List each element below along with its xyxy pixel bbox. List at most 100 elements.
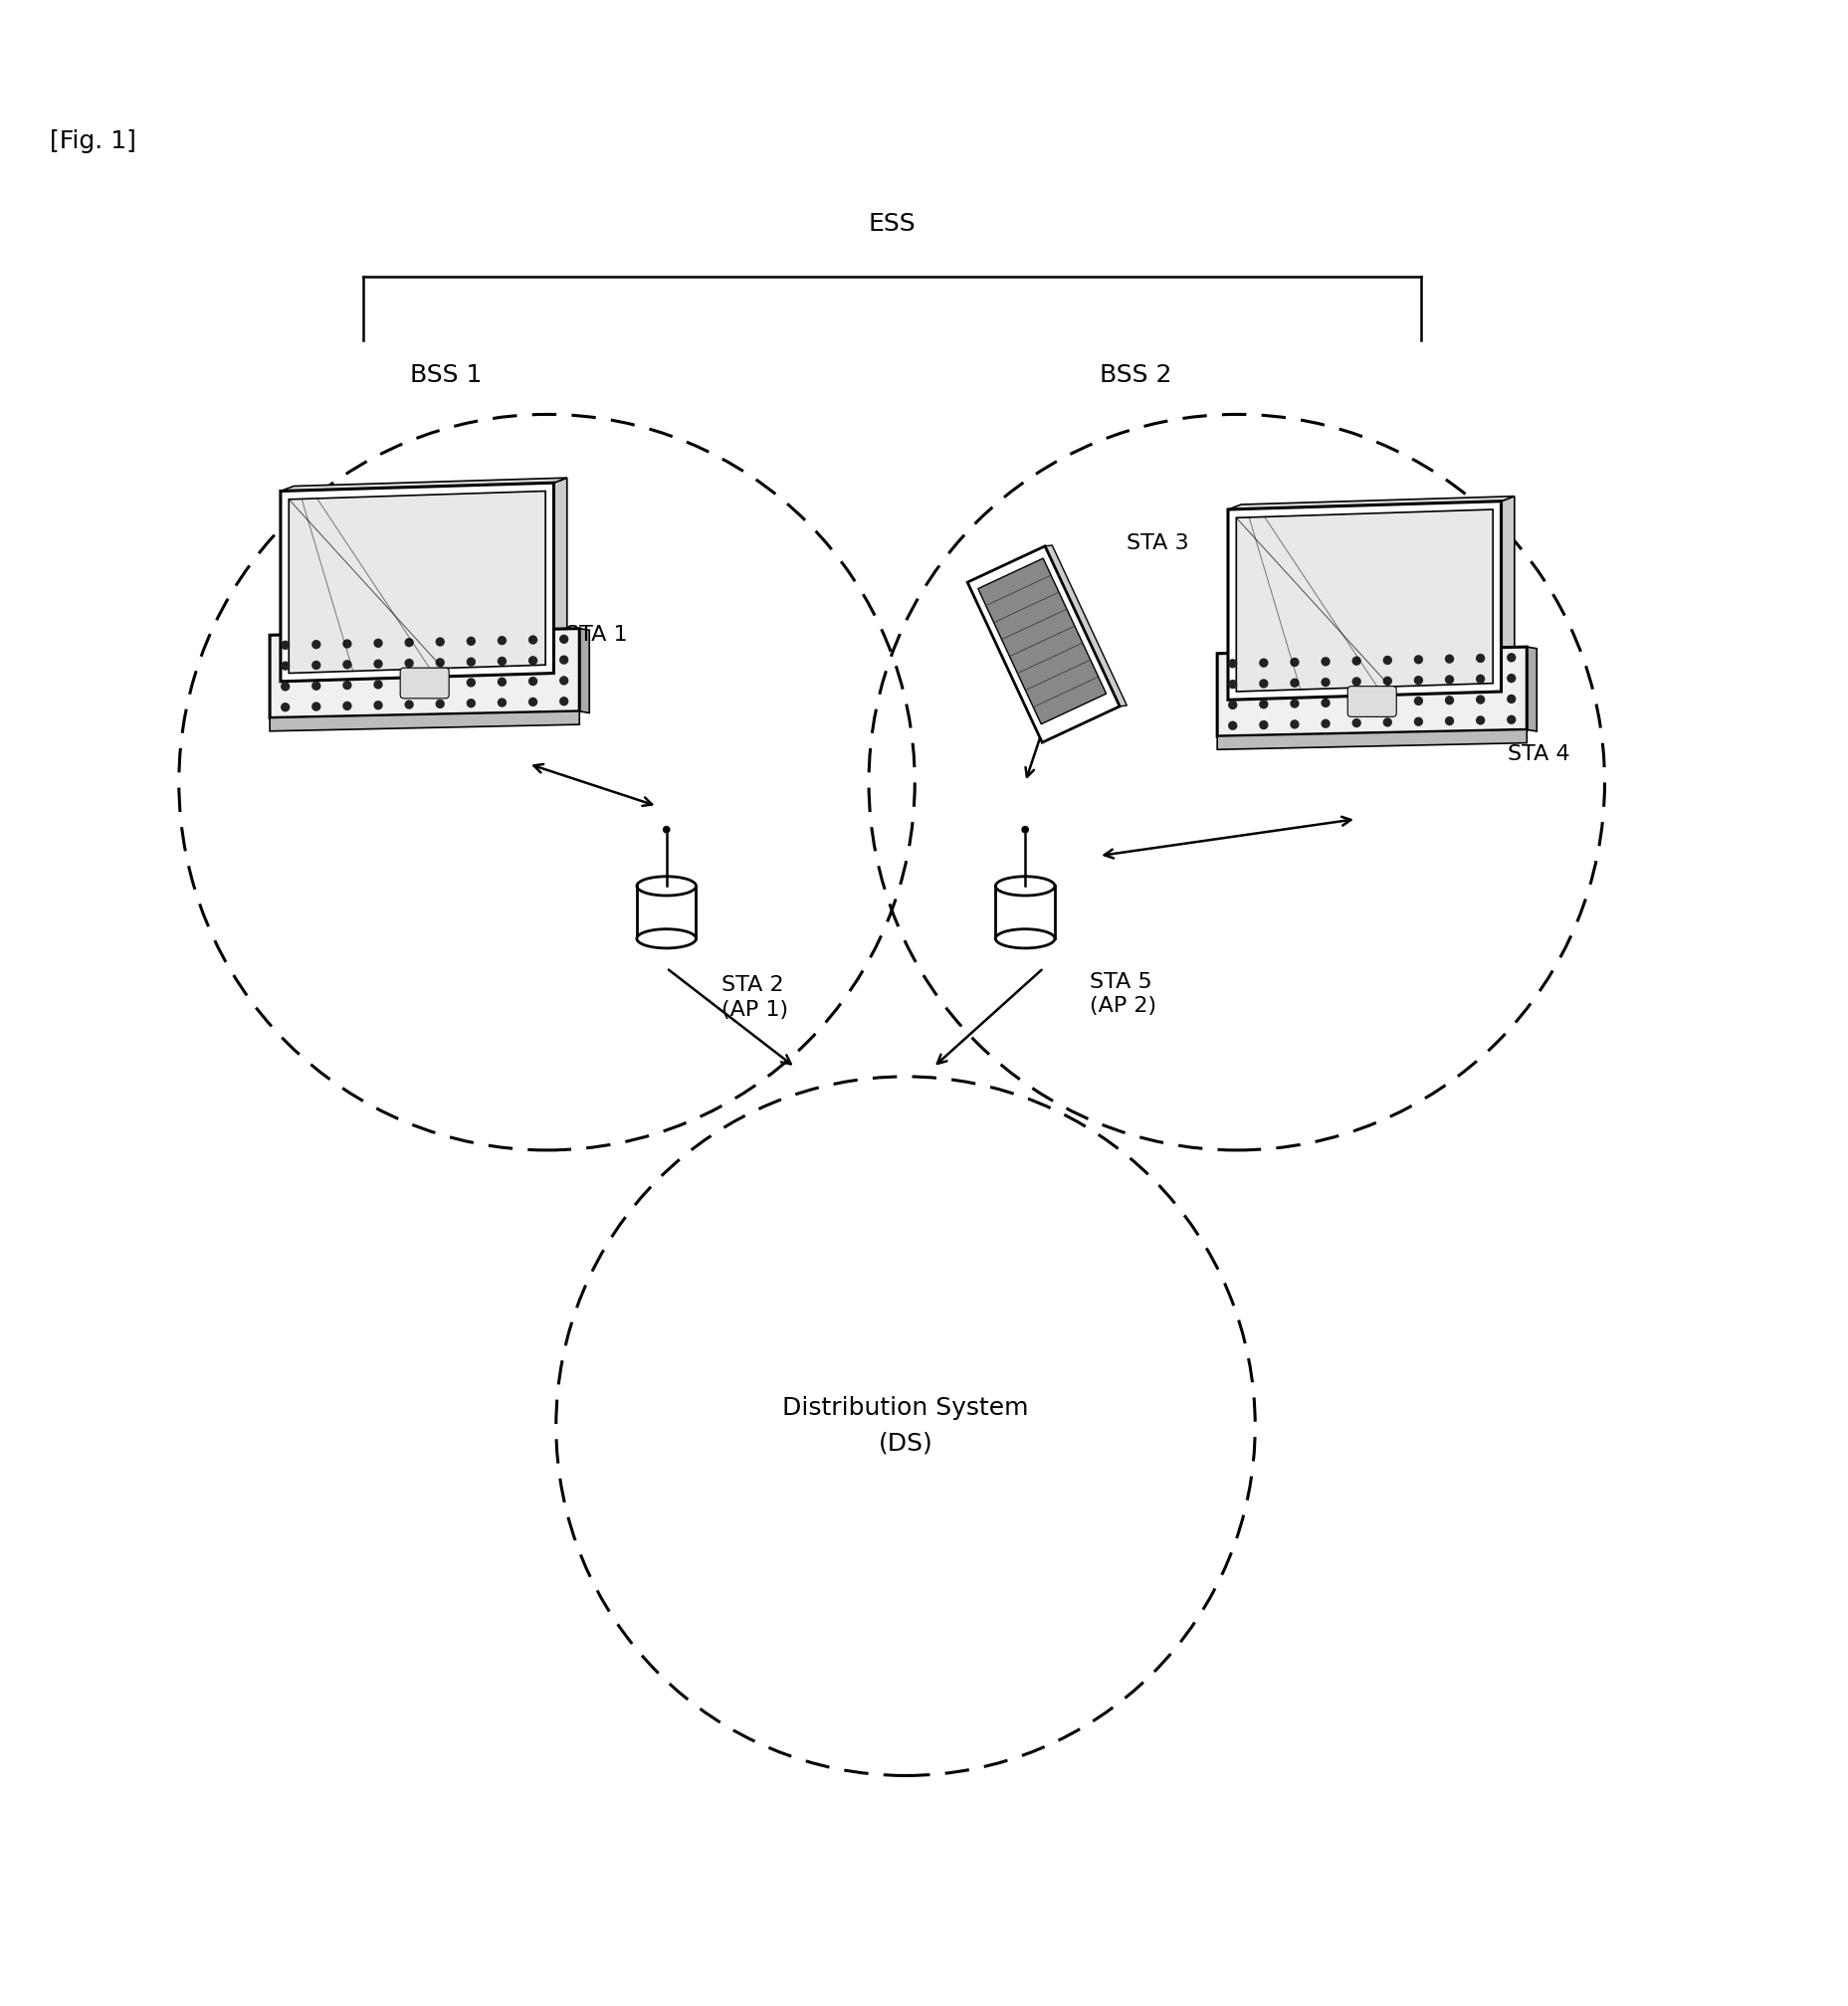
Polygon shape bbox=[270, 628, 580, 718]
Circle shape bbox=[1382, 676, 1392, 686]
Circle shape bbox=[436, 638, 445, 646]
Circle shape bbox=[497, 698, 506, 708]
Circle shape bbox=[1382, 696, 1392, 706]
Polygon shape bbox=[1229, 495, 1515, 510]
Polygon shape bbox=[281, 477, 567, 491]
Circle shape bbox=[1477, 716, 1486, 724]
Text: STA 2
(AP 1): STA 2 (AP 1) bbox=[721, 975, 789, 1019]
Circle shape bbox=[1353, 656, 1362, 666]
FancyBboxPatch shape bbox=[401, 668, 449, 698]
Circle shape bbox=[1477, 654, 1486, 662]
Circle shape bbox=[373, 660, 383, 668]
Circle shape bbox=[1258, 720, 1268, 730]
Text: STA 4: STA 4 bbox=[1508, 744, 1569, 764]
Circle shape bbox=[1290, 720, 1299, 728]
Circle shape bbox=[436, 678, 445, 688]
Circle shape bbox=[1353, 698, 1362, 706]
Ellipse shape bbox=[638, 929, 697, 949]
Ellipse shape bbox=[996, 929, 1055, 949]
Circle shape bbox=[1321, 656, 1331, 666]
Polygon shape bbox=[580, 628, 590, 712]
Polygon shape bbox=[1218, 730, 1526, 750]
Circle shape bbox=[497, 678, 506, 686]
Circle shape bbox=[1506, 652, 1515, 662]
Circle shape bbox=[1477, 694, 1486, 704]
Circle shape bbox=[529, 656, 538, 666]
Circle shape bbox=[373, 638, 383, 648]
Circle shape bbox=[373, 680, 383, 690]
Circle shape bbox=[342, 640, 351, 648]
Polygon shape bbox=[1044, 546, 1127, 706]
Circle shape bbox=[436, 700, 445, 708]
Circle shape bbox=[466, 698, 475, 708]
Circle shape bbox=[1022, 826, 1029, 832]
Polygon shape bbox=[1218, 646, 1526, 736]
Polygon shape bbox=[288, 491, 545, 674]
Polygon shape bbox=[1236, 510, 1493, 692]
Circle shape bbox=[281, 640, 290, 650]
Polygon shape bbox=[1229, 502, 1501, 700]
Circle shape bbox=[342, 680, 351, 690]
Circle shape bbox=[466, 636, 475, 646]
Polygon shape bbox=[996, 887, 1055, 939]
Text: [Fig. 1]: [Fig. 1] bbox=[50, 128, 137, 152]
Circle shape bbox=[1414, 676, 1423, 684]
Circle shape bbox=[1445, 654, 1454, 664]
FancyBboxPatch shape bbox=[1347, 686, 1397, 716]
Circle shape bbox=[1506, 674, 1515, 682]
Circle shape bbox=[466, 658, 475, 666]
Circle shape bbox=[560, 676, 569, 686]
Circle shape bbox=[529, 676, 538, 686]
Circle shape bbox=[1321, 698, 1331, 708]
Circle shape bbox=[560, 634, 569, 644]
Circle shape bbox=[1445, 716, 1454, 726]
Text: STA 5
(AP 2): STA 5 (AP 2) bbox=[1090, 971, 1157, 1017]
Circle shape bbox=[342, 702, 351, 710]
Circle shape bbox=[1382, 656, 1392, 664]
Circle shape bbox=[405, 658, 414, 668]
Circle shape bbox=[373, 700, 383, 710]
Circle shape bbox=[1445, 696, 1454, 704]
Ellipse shape bbox=[996, 877, 1055, 895]
Circle shape bbox=[1353, 676, 1362, 686]
Ellipse shape bbox=[638, 877, 697, 895]
Circle shape bbox=[312, 640, 322, 650]
Circle shape bbox=[1229, 720, 1238, 730]
Circle shape bbox=[497, 636, 506, 646]
Circle shape bbox=[1382, 718, 1392, 726]
Text: STA 1: STA 1 bbox=[565, 626, 628, 646]
Circle shape bbox=[1229, 700, 1238, 710]
Circle shape bbox=[312, 660, 322, 670]
Circle shape bbox=[1414, 716, 1423, 726]
Polygon shape bbox=[638, 887, 697, 939]
Text: BSS 2: BSS 2 bbox=[1100, 363, 1172, 387]
Text: Distribution System
(DS): Distribution System (DS) bbox=[782, 1396, 1029, 1456]
Circle shape bbox=[281, 662, 290, 670]
Circle shape bbox=[405, 680, 414, 688]
Circle shape bbox=[1258, 700, 1268, 708]
Circle shape bbox=[1321, 678, 1331, 686]
Circle shape bbox=[405, 700, 414, 710]
Text: STA 3: STA 3 bbox=[1127, 534, 1188, 554]
Polygon shape bbox=[1526, 646, 1538, 732]
Polygon shape bbox=[978, 558, 1107, 724]
Circle shape bbox=[529, 698, 538, 706]
Circle shape bbox=[405, 638, 414, 648]
Text: BSS 1: BSS 1 bbox=[410, 363, 482, 387]
Circle shape bbox=[1445, 674, 1454, 684]
Text: ESS: ESS bbox=[869, 213, 915, 237]
Circle shape bbox=[1229, 680, 1238, 688]
Circle shape bbox=[1414, 696, 1423, 706]
Circle shape bbox=[312, 702, 322, 712]
Circle shape bbox=[342, 660, 351, 670]
Circle shape bbox=[1229, 658, 1238, 668]
Circle shape bbox=[560, 656, 569, 664]
Polygon shape bbox=[968, 546, 1120, 742]
Circle shape bbox=[1290, 698, 1299, 708]
Circle shape bbox=[560, 696, 569, 706]
Circle shape bbox=[1258, 678, 1268, 688]
Polygon shape bbox=[554, 477, 567, 674]
Circle shape bbox=[1258, 658, 1268, 668]
Circle shape bbox=[1321, 718, 1331, 728]
Circle shape bbox=[1290, 678, 1299, 688]
